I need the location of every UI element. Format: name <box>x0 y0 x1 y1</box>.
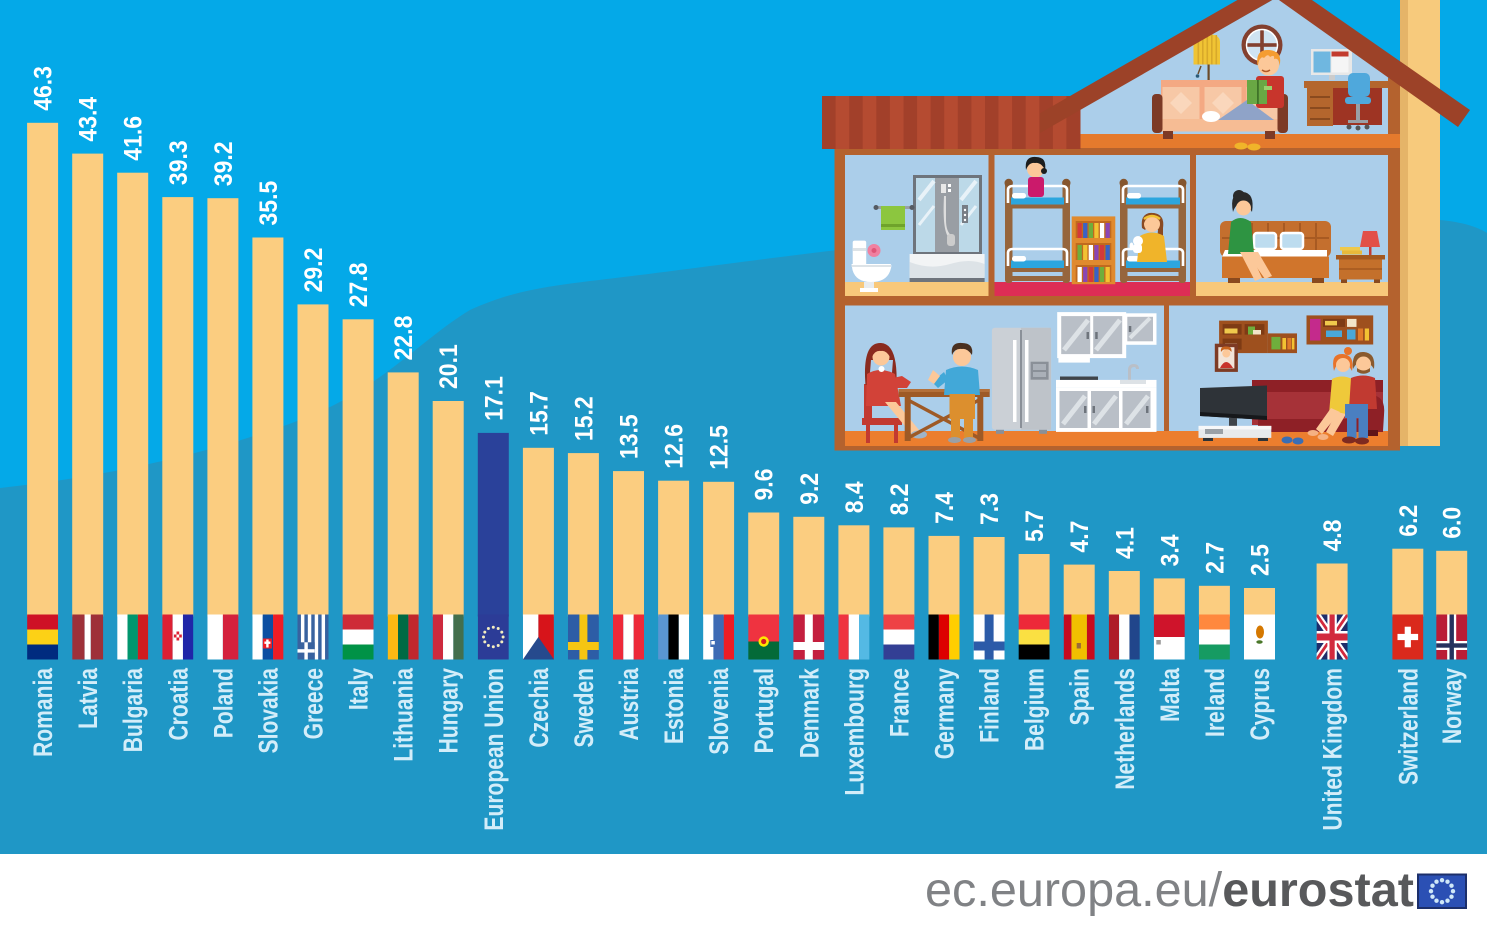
svg-text:Finland: Finland <box>975 668 1005 743</box>
svg-text:46.3: 46.3 <box>30 66 58 111</box>
svg-text:Slovenia: Slovenia <box>705 668 735 755</box>
svg-text:15.2: 15.2 <box>571 396 599 441</box>
svg-text:35.5: 35.5 <box>255 181 283 226</box>
svg-text:4.1: 4.1 <box>1111 527 1139 559</box>
svg-text:Spain: Spain <box>1065 668 1095 725</box>
svg-text:7.4: 7.4 <box>931 491 959 524</box>
svg-text:Estonia: Estonia <box>660 668 690 745</box>
svg-text:5.7: 5.7 <box>1021 510 1049 542</box>
svg-text:Czechia: Czechia <box>524 668 554 748</box>
svg-text:27.8: 27.8 <box>345 263 373 308</box>
svg-text:43.4: 43.4 <box>75 96 103 141</box>
svg-text:3.4: 3.4 <box>1156 534 1184 567</box>
svg-text:Norway: Norway <box>1438 668 1468 745</box>
svg-text:Cyprus: Cyprus <box>1246 668 1276 741</box>
svg-text:9.6: 9.6 <box>751 469 779 501</box>
svg-text:ec.europa.eu/eurostat: ec.europa.eu/eurostat <box>925 863 1414 917</box>
svg-text:9.2: 9.2 <box>796 473 824 505</box>
svg-text:41.6: 41.6 <box>120 116 148 161</box>
svg-text:2.5: 2.5 <box>1247 544 1275 576</box>
svg-text:4.7: 4.7 <box>1066 521 1094 553</box>
svg-text:Malta: Malta <box>1155 668 1185 722</box>
svg-text:European Union: European Union <box>479 668 509 831</box>
svg-text:39.2: 39.2 <box>210 141 238 186</box>
svg-text:6.0: 6.0 <box>1439 507 1467 539</box>
svg-text:Hungary: Hungary <box>434 668 464 754</box>
svg-text:2.7: 2.7 <box>1202 542 1230 574</box>
svg-text:12.6: 12.6 <box>661 424 689 469</box>
svg-text:Sweden: Sweden <box>569 668 599 748</box>
svg-text:Lithuania: Lithuania <box>389 668 419 762</box>
svg-text:Croatia: Croatia <box>164 668 194 741</box>
svg-text:8.4: 8.4 <box>841 481 869 514</box>
svg-text:United Kingdom: United Kingdom <box>1318 668 1348 831</box>
svg-text:22.8: 22.8 <box>390 316 418 361</box>
svg-text:Germany: Germany <box>930 668 960 760</box>
svg-text:Netherlands: Netherlands <box>1110 668 1140 790</box>
svg-text:12.5: 12.5 <box>706 425 734 470</box>
svg-text:Ireland: Ireland <box>1200 668 1230 737</box>
svg-text:France: France <box>885 668 915 737</box>
svg-text:Luxembourg: Luxembourg <box>840 668 870 795</box>
svg-text:39.3: 39.3 <box>165 140 193 185</box>
svg-text:Bulgaria: Bulgaria <box>119 668 149 753</box>
svg-text:Austria: Austria <box>615 668 645 741</box>
svg-text:Belgium: Belgium <box>1020 668 1050 751</box>
svg-text:29.2: 29.2 <box>300 248 328 293</box>
svg-text:8.2: 8.2 <box>886 483 914 515</box>
svg-text:Portugal: Portugal <box>750 668 780 753</box>
svg-text:6.2: 6.2 <box>1395 505 1423 537</box>
svg-text:Denmark: Denmark <box>795 668 825 759</box>
svg-text:Latvia: Latvia <box>74 668 104 729</box>
svg-text:13.5: 13.5 <box>616 414 644 459</box>
svg-text:17.1: 17.1 <box>480 376 508 421</box>
svg-text:Switzerland: Switzerland <box>1394 668 1424 785</box>
svg-text:Romania: Romania <box>29 668 59 757</box>
svg-text:20.1: 20.1 <box>435 344 463 389</box>
svg-text:Slovakia: Slovakia <box>254 668 284 754</box>
svg-text:7.3: 7.3 <box>976 493 1004 525</box>
svg-text:15.7: 15.7 <box>526 391 554 436</box>
svg-text:Italy: Italy <box>344 668 374 711</box>
svg-text:Poland: Poland <box>209 668 239 738</box>
svg-text:4.8: 4.8 <box>1319 520 1347 552</box>
svg-text:Greece: Greece <box>299 668 329 739</box>
